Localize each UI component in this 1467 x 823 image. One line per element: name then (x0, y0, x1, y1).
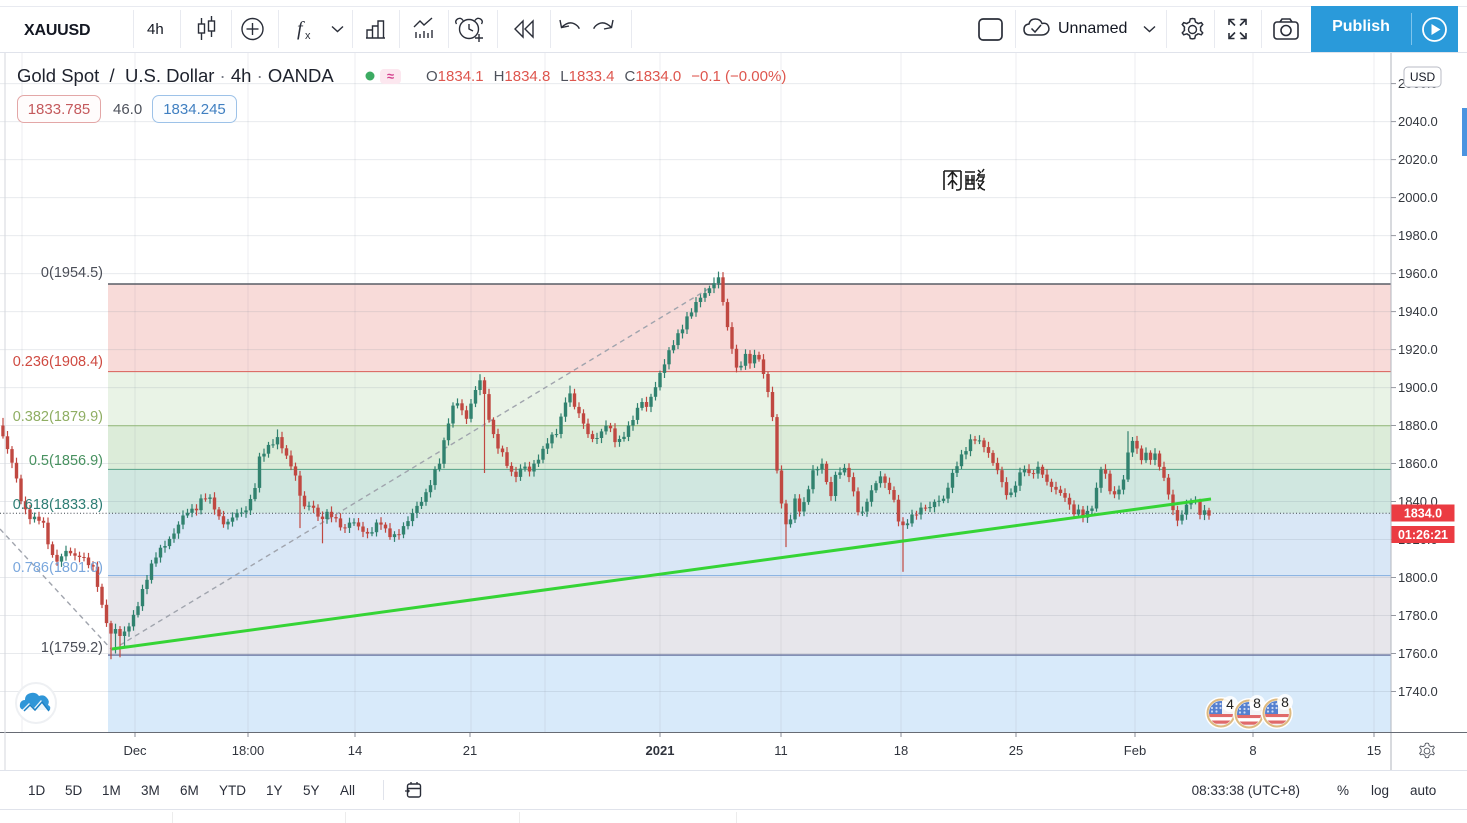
svg-text:USD: USD (1410, 70, 1436, 84)
svg-text:1900.0: 1900.0 (1398, 380, 1438, 395)
svg-text:21: 21 (463, 743, 477, 758)
svg-text:4: 4 (1226, 696, 1234, 712)
svg-text:0(1954.5): 0(1954.5) (41, 265, 103, 281)
svg-text:1780.0: 1780.0 (1398, 608, 1438, 623)
svg-text:11: 11 (774, 743, 788, 758)
svg-text:0.5(1856.9): 0.5(1856.9) (29, 453, 103, 469)
svg-text:2020.0: 2020.0 (1398, 152, 1438, 167)
svg-text:18:00: 18:00 (232, 743, 265, 758)
svg-text:1740.0: 1740.0 (1398, 684, 1438, 699)
svg-text:8: 8 (1249, 743, 1256, 758)
svg-text:f: f (297, 18, 305, 40)
svg-text:≈: ≈ (387, 69, 394, 84)
svg-text:2021: 2021 (646, 743, 675, 758)
svg-text:0.382(1879.9): 0.382(1879.9) (13, 409, 103, 425)
svg-text:8: 8 (1253, 695, 1261, 711)
svg-text:Feb: Feb (1124, 743, 1146, 758)
svg-text:2000.0: 2000.0 (1398, 190, 1438, 205)
svg-text:0.618(1833.8): 0.618(1833.8) (13, 497, 103, 513)
svg-text:1860.0: 1860.0 (1398, 456, 1438, 471)
svg-text:1760.0: 1760.0 (1398, 646, 1438, 661)
svg-text:18: 18 (894, 743, 908, 758)
svg-text:0.786(1801.0): 0.786(1801.0) (13, 560, 103, 576)
svg-text:0.236(1908.4): 0.236(1908.4) (13, 354, 103, 370)
svg-text:1940.0: 1940.0 (1398, 304, 1438, 319)
svg-text:25: 25 (1009, 743, 1023, 758)
svg-text:14: 14 (348, 743, 362, 758)
svg-text:1834.0: 1834.0 (1404, 507, 1442, 521)
svg-text:15: 15 (1367, 743, 1381, 758)
svg-text:8: 8 (1281, 694, 1289, 710)
svg-text:1960.0: 1960.0 (1398, 266, 1438, 281)
svg-text:1800.0: 1800.0 (1398, 570, 1438, 585)
svg-text:1(1759.2): 1(1759.2) (41, 640, 103, 656)
svg-text:2040.0: 2040.0 (1398, 114, 1438, 129)
svg-text:01:26:21: 01:26:21 (1398, 528, 1448, 542)
svg-text:x: x (305, 30, 311, 42)
svg-text:1980.0: 1980.0 (1398, 228, 1438, 243)
svg-text:1920.0: 1920.0 (1398, 342, 1438, 357)
svg-text:1880.0: 1880.0 (1398, 418, 1438, 433)
svg-text:Dec: Dec (123, 743, 147, 758)
